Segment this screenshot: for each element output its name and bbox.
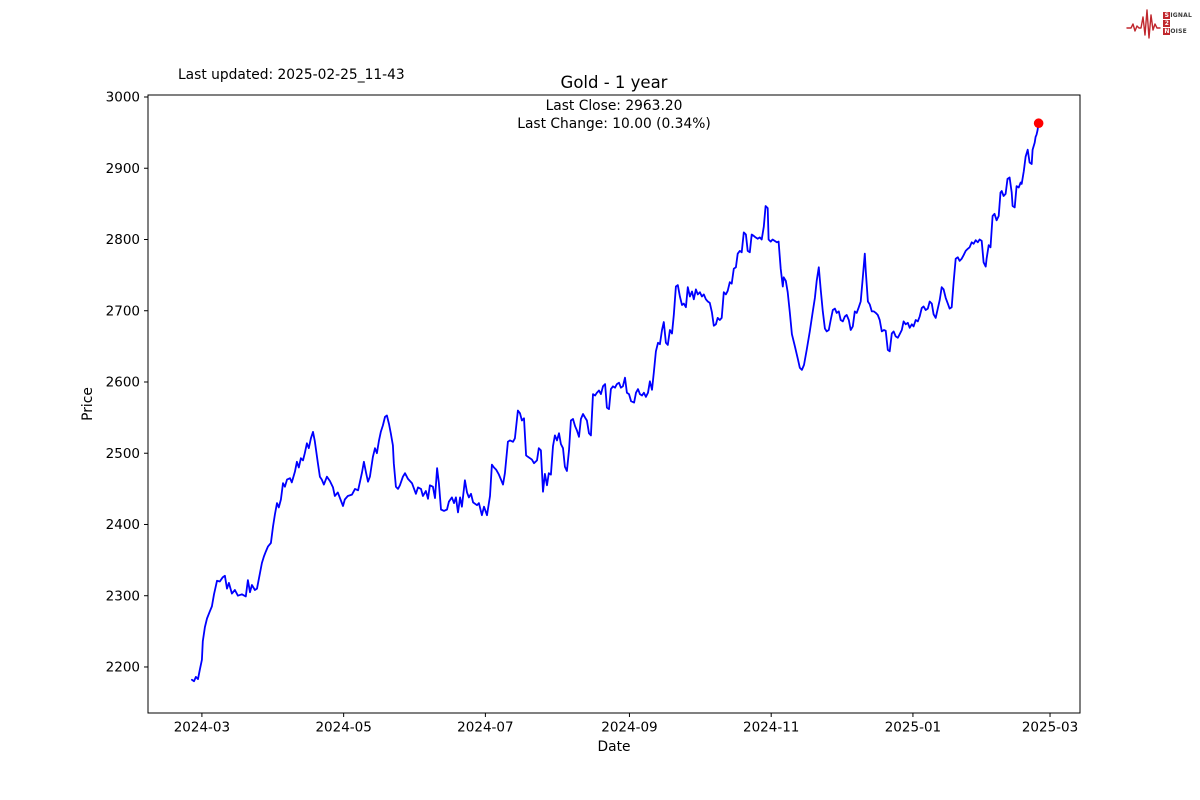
- y-axis-tick-label: 3000: [106, 90, 140, 106]
- logo-boxed-letter: 2: [1163, 19, 1171, 27]
- last-updated-text: Last updated: 2025-02-25_11-43: [178, 67, 405, 83]
- y-axis-tick-label: 2400: [106, 517, 140, 533]
- x-axis-label: Date: [597, 739, 631, 755]
- plot-area: [147, 94, 1081, 714]
- logo-line: 2: [1163, 19, 1192, 27]
- y-axis-tick-label: 2700: [106, 303, 140, 319]
- y-axis-tick-label: 2300: [106, 588, 140, 604]
- y-axis-tick-label: 2500: [106, 446, 140, 462]
- logo-wordmark: S IGNAL 2 N OISE: [1163, 11, 1192, 35]
- x-axis-tick-label: 2024-03: [174, 720, 230, 736]
- x-axis-tick-label: 2025-01: [885, 720, 941, 736]
- price-line: [190, 122, 1040, 683]
- y-axis-label: Price: [80, 387, 96, 421]
- waveform-icon: [1126, 9, 1162, 39]
- x-axis-tick-label: 2025-03: [1022, 720, 1078, 736]
- logo-boxed-letter: S: [1163, 11, 1171, 19]
- logo-letters: IGNAL: [1170, 11, 1192, 19]
- chart-title: Gold - 1 year: [560, 73, 668, 92]
- x-axis-tick-label: 2024-05: [315, 720, 371, 736]
- last-close-annotation: Last Close: 2963.20 Last Change: 10.00 (…: [148, 98, 1080, 133]
- x-axis-tick-label: 2024-11: [743, 720, 799, 736]
- signal2noise-logo: S IGNAL 2 N OISE: [1126, 5, 1192, 41]
- x-axis-tick-label: 2024-07: [457, 720, 513, 736]
- last-change-line: Last Change: 10.00 (0.34%): [517, 115, 711, 132]
- last-close-line: Last Close: 2963.20: [545, 98, 683, 114]
- y-axis-tick-label: 2900: [106, 161, 140, 177]
- y-axis-tick-label: 2800: [106, 232, 140, 248]
- y-axis-tick-label: 2200: [106, 660, 140, 676]
- logo-line: S IGNAL: [1163, 11, 1192, 19]
- last-close-marker: [1033, 118, 1044, 129]
- logo-boxed-letter: N: [1163, 27, 1171, 35]
- y-axis-tick-label: 2600: [106, 375, 140, 391]
- x-axis-tick-label: 2024-09: [601, 720, 657, 736]
- logo-letters: OISE: [1170, 27, 1187, 35]
- logo-line: N OISE: [1163, 27, 1192, 35]
